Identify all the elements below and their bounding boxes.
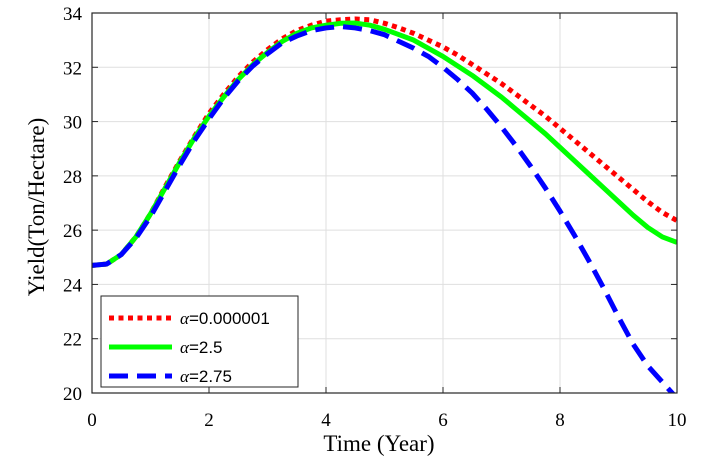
legend-alpha-symbol: α [180, 309, 190, 328]
legend-label-2: α=2.5 [180, 338, 223, 357]
legend-label-1: α=0.000001 [180, 309, 270, 328]
x-tick-label: 0 [87, 410, 97, 431]
x-axis-title: Time (Year) [323, 431, 434, 456]
legend-alpha-symbol: α [180, 367, 190, 386]
legend-label-3: α=2.75 [180, 367, 232, 386]
y-tick-label: 32 [63, 58, 82, 79]
x-tick-label: 4 [321, 410, 331, 431]
y-tick-label: 22 [63, 330, 82, 351]
y-axis-title: Yield(Ton/Hectare) [24, 118, 49, 296]
x-tick-label: 6 [438, 410, 448, 431]
plot-frame [91, 12, 678, 394]
legend-value: =2.75 [189, 367, 232, 386]
y-tick-label: 20 [63, 384, 82, 405]
series-line-3 [92, 24, 676, 393]
legend-value: =2.5 [189, 338, 223, 357]
x-tick-label: 8 [555, 410, 565, 431]
series-layer [92, 16, 677, 393]
y-tick-label: 30 [63, 113, 82, 134]
y-tick-label: 24 [63, 275, 83, 296]
grid-lines [92, 13, 677, 393]
x-tick-label: 10 [668, 410, 687, 431]
y-tick-label: 26 [63, 221, 82, 242]
axis-ticks [91, 12, 678, 394]
series-line-2 [92, 20, 677, 268]
y-tick-label: 28 [63, 167, 82, 188]
x-tick-label: 2 [204, 410, 214, 431]
legend-alpha-symbol: α [180, 338, 190, 357]
y-tick-label: 34 [63, 4, 83, 25]
legend-box [100, 295, 299, 388]
legend-value: =0.000001 [189, 309, 270, 328]
